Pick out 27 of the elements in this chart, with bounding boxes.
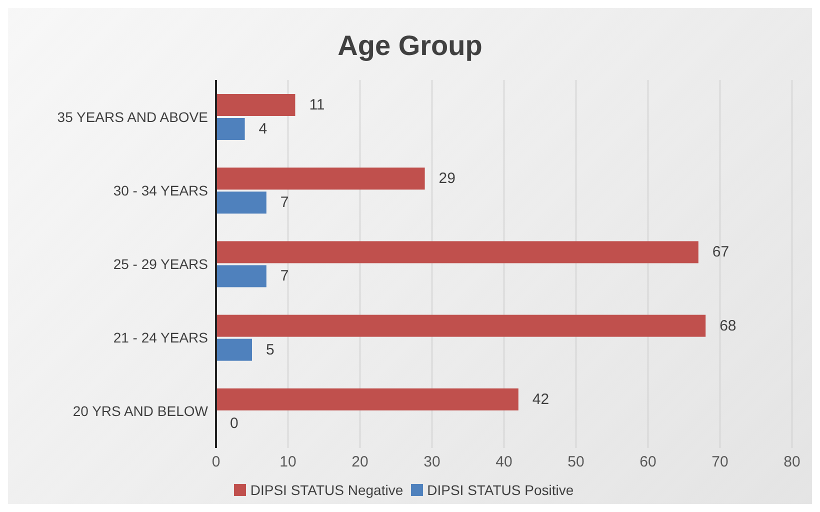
data-label: 67 [712, 244, 730, 261]
data-label: 68 [720, 317, 736, 334]
y-tick-label: 21 - 24 YEARS [113, 330, 208, 346]
data-label: 7 [280, 194, 289, 212]
y-tick-label: 25 - 29 YEARS [113, 256, 208, 272]
y-tick-label: 30 - 34 YEARS [113, 182, 208, 198]
x-tick-label: 40 [496, 454, 512, 471]
x-tick-label: 0 [212, 454, 220, 471]
data-label: 29 [438, 170, 456, 188]
data-label: 0 [230, 414, 238, 432]
legend-label: DIPSI STATUS Negative [250, 482, 404, 498]
y-tick-label: 35 YEARS AND ABOVE [57, 108, 208, 125]
data-label: 11 [309, 96, 325, 114]
x-tick-label: 70 [712, 454, 728, 471]
y-tick-label: 20 YRS AND BELOW [72, 403, 209, 420]
data-label: 7 [280, 268, 289, 285]
x-tick-label: 80 [784, 454, 800, 471]
x-tick-label: 30 [424, 454, 440, 471]
legend-label: DIPSI STATUS Positive [427, 482, 574, 498]
data-label: 4 [258, 120, 268, 138]
x-tick-label: 50 [568, 454, 584, 471]
data-label: 5 [266, 341, 274, 358]
x-tick-label: 60 [640, 454, 656, 471]
x-tick-label: 10 [280, 454, 296, 471]
data-label: 42 [532, 390, 550, 408]
chart-title: Age Group [336, 29, 484, 63]
x-tick-label: 20 [352, 454, 368, 471]
